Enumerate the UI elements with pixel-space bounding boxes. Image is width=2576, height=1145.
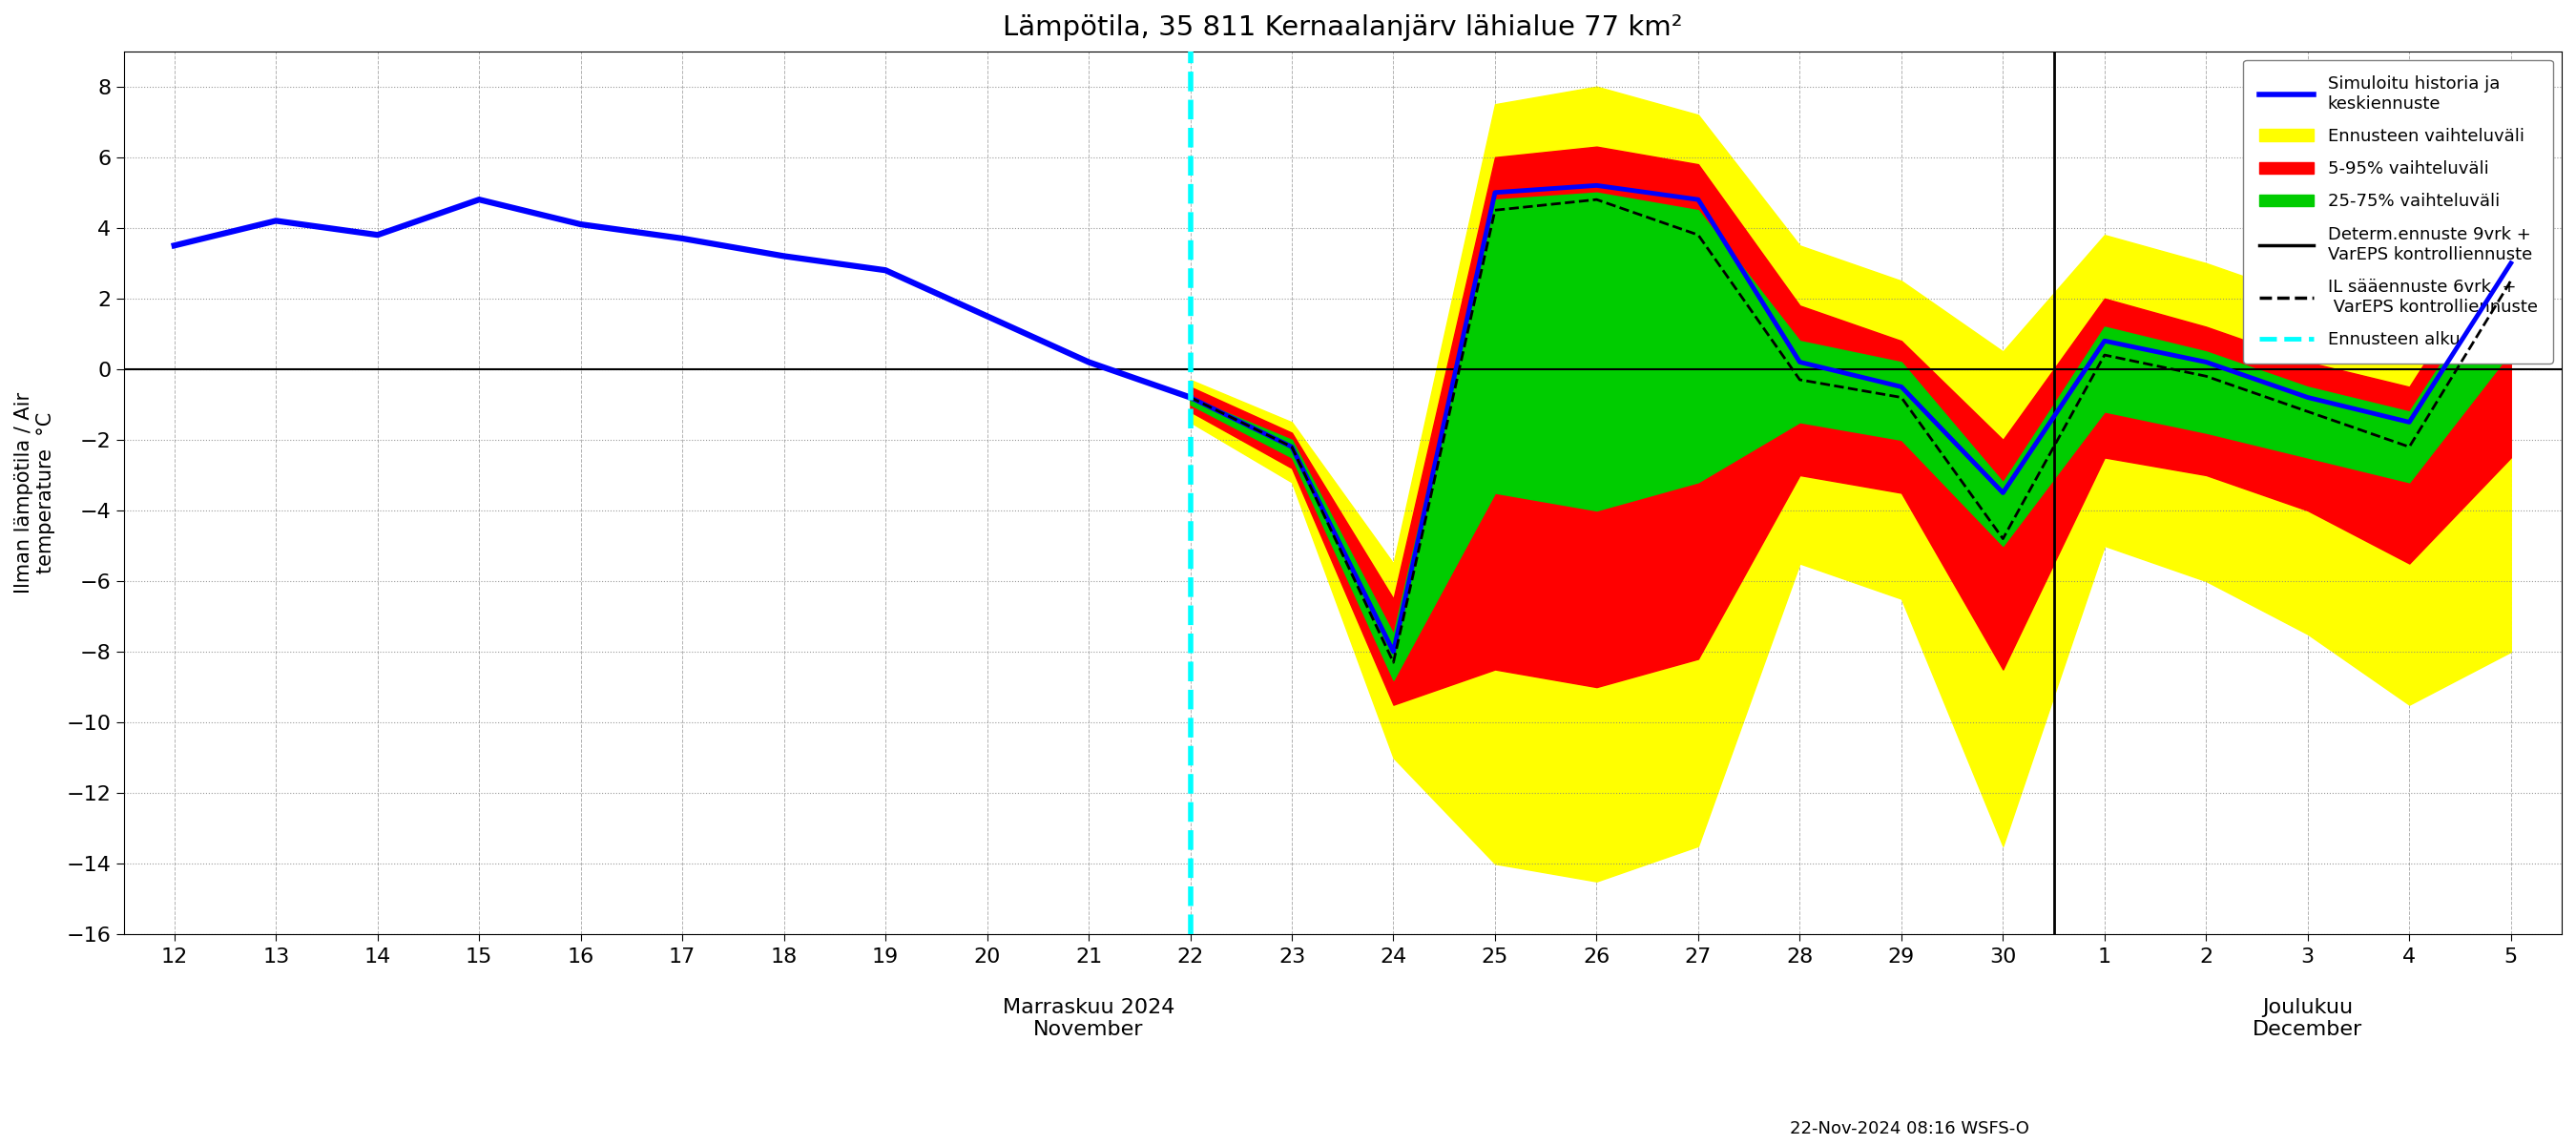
Legend: Simuloitu historia ja
keskiennuste, Ennusteen vaihteluvӓli, 5-95% vaihteluvӓli, : Simuloitu historia ja keskiennuste, Ennu… (2244, 60, 2553, 364)
Text: 22-Nov-2024 08:16 WSFS-O: 22-Nov-2024 08:16 WSFS-O (1790, 1120, 2030, 1137)
Text: Marraskuu 2024
November: Marraskuu 2024 November (1002, 998, 1175, 1040)
Title: Lämpötila, 35 811 Kernaalanjärv lähialue 77 km²: Lämpötila, 35 811 Kernaalanjärv lähialue… (1002, 14, 1682, 41)
Y-axis label: Ilman lämpötila / Air
temperature  °C: Ilman lämpötila / Air temperature °C (15, 392, 57, 593)
Text: Joulukuu
December: Joulukuu December (2254, 998, 2362, 1040)
